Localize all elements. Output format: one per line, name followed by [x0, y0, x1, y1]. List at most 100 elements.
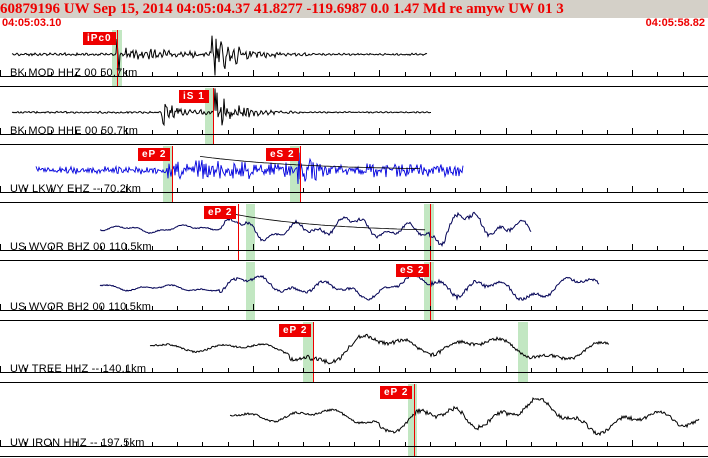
axis-tick [177, 306, 178, 311]
axis-tick [253, 440, 254, 447]
phase-pick-line[interactable] [414, 384, 415, 456]
axis-tick [152, 130, 153, 135]
axis-tick [632, 244, 633, 251]
phase-pick-line[interactable] [117, 30, 118, 86]
axis-tick [607, 188, 608, 193]
axis-tick [0, 244, 1, 251]
phase-pick-line[interactable] [430, 204, 431, 260]
axis-tick [303, 72, 304, 77]
axis-tick [430, 306, 431, 311]
axis-tick [228, 188, 229, 193]
axis-tick [632, 128, 633, 135]
event-header: 60879196 UW Sep 15, 2014 04:05:04.37 41.… [0, 0, 708, 18]
axis-tick [405, 246, 406, 251]
axis-tick [455, 72, 456, 77]
axis-tick [531, 188, 532, 193]
axis-tick [582, 72, 583, 77]
axis-tick [607, 442, 608, 447]
panel-separator [0, 144, 708, 145]
waveform [149, 333, 609, 365]
axis-tick [228, 246, 229, 251]
axis-tick [152, 368, 153, 373]
axis-tick [152, 246, 153, 251]
axis-tick [379, 128, 380, 135]
phase-pick-line[interactable] [172, 146, 173, 202]
axis-tick [76, 368, 77, 373]
axis-tick [430, 130, 431, 135]
axis-tick [683, 246, 684, 251]
axis-tick [202, 130, 203, 135]
phase-pick-line[interactable] [300, 146, 301, 202]
time-axis-ticks [0, 244, 708, 251]
axis-tick [303, 442, 304, 447]
header-text: 60879196 UW Sep 15, 2014 04:05:04.37 41.… [0, 1, 564, 17]
axis-tick [101, 130, 102, 135]
axis-tick [657, 130, 658, 135]
axis-tick [657, 188, 658, 193]
axis-tick [354, 442, 355, 447]
axis-tick [51, 246, 52, 251]
phase-pick-label[interactable]: iPc0 [83, 32, 116, 45]
trace-panel[interactable]: iPc0 BK MOD HHZ 00 50.7km [0, 30, 708, 88]
axis-tick [202, 72, 203, 77]
axis-tick [480, 188, 481, 193]
axis-tick [354, 368, 355, 373]
phase-pick-label[interactable]: eP 2 [380, 386, 413, 399]
axis-tick [76, 306, 77, 311]
phase-pick-label[interactable]: iS 1 [179, 90, 209, 103]
axis-tick [152, 306, 153, 311]
axis-tick [531, 368, 532, 373]
axis-tick [405, 130, 406, 135]
axis-tick [683, 368, 684, 373]
panel-separator [0, 320, 708, 321]
axis-tick [455, 246, 456, 251]
axis-tick [556, 442, 557, 447]
time-axis-ticks [0, 128, 708, 135]
axis-tick [126, 128, 127, 135]
trace-panel[interactable]: eP 2 US WVOR BHZ 00 110.5km [0, 204, 708, 262]
axis-tick [531, 306, 532, 311]
axis-tick [253, 244, 254, 251]
waveform [99, 211, 532, 248]
axis-tick [177, 188, 178, 193]
axis-tick [228, 130, 229, 135]
axis-tick [405, 72, 406, 77]
trace-panel[interactable]: eP 2 UW TREE HHZ -- 140.1km [0, 322, 708, 384]
phase-pick-label[interactable]: eP 2 [204, 206, 237, 219]
phase-pick-line[interactable] [238, 204, 239, 260]
phase-pick-label[interactable]: eS 2 [396, 264, 429, 277]
axis-tick [480, 72, 481, 77]
axis-tick [303, 188, 304, 193]
phase-pick-line[interactable] [430, 262, 431, 320]
axis-tick [379, 304, 380, 311]
channel-label: US WVOR BHZ 00 110.5km [10, 241, 152, 253]
axis-tick [0, 440, 1, 447]
axis-tick [101, 188, 102, 193]
axis-tick [152, 442, 153, 447]
trace-panel[interactable]: iS 1 BK MOD HHE 00 50.7km [0, 88, 708, 146]
axis-tick [354, 130, 355, 135]
axis-tick [379, 70, 380, 77]
phase-pick-line[interactable] [313, 322, 314, 382]
axis-tick [430, 188, 431, 193]
trace-panel[interactable]: eP 2 eS 2 UW LKWY EHZ -- 70.2km [0, 146, 708, 204]
coda-window-band [205, 88, 214, 144]
phase-pick-line[interactable] [213, 88, 214, 144]
axis-tick [556, 306, 557, 311]
axis-tick [683, 72, 684, 77]
axis-tick [329, 188, 330, 193]
axis-tick [51, 368, 52, 373]
phase-pick-label[interactable]: eS 2 [266, 148, 299, 161]
axis-tick [657, 442, 658, 447]
axis-tick [0, 186, 1, 193]
axis-tick [430, 368, 431, 373]
channel-label: US WVOR BH2 00 110.5km [10, 301, 152, 313]
coda-window-band [246, 262, 255, 320]
axis-tick [531, 72, 532, 77]
phase-pick-label[interactable]: eP 2 [138, 148, 171, 161]
axis-tick [354, 188, 355, 193]
trace-panel[interactable]: eS 2 US WVOR BH2 00 110.5km [0, 262, 708, 322]
phase-pick-label[interactable]: eP 2 [279, 324, 312, 337]
axis-tick [379, 244, 380, 251]
trace-panel[interactable]: eP 2 UW IRON HHZ -- 197.5km [0, 384, 708, 458]
